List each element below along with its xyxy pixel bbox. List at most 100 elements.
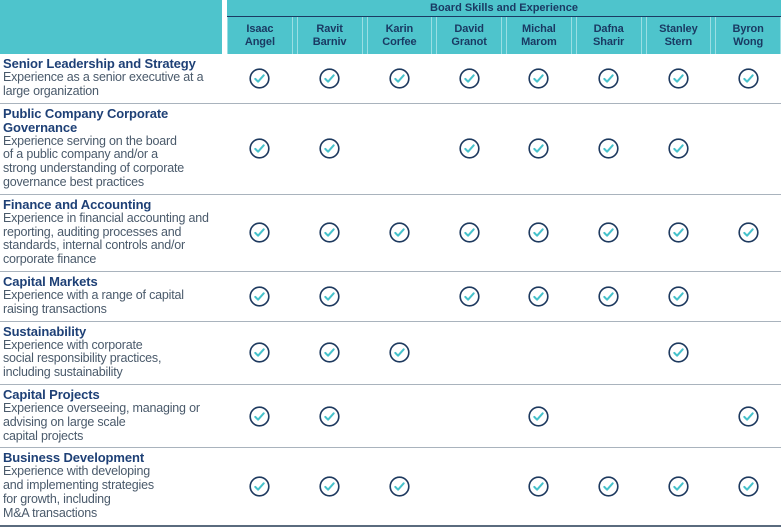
- check-cell: [436, 67, 502, 90]
- member-name-header: David Granot: [436, 17, 502, 54]
- skill-description: Experience in financial accounting and r…: [3, 210, 209, 267]
- row-check-cells: [227, 104, 781, 194]
- check-circle-icon: [319, 68, 340, 89]
- skill-title: Capital Markets: [3, 273, 98, 289]
- header-corner-cell: [0, 0, 222, 54]
- check-cell: [646, 137, 712, 160]
- check-cell: [297, 285, 363, 308]
- check-cell: [646, 285, 712, 308]
- row-label: Capital Markets Experience with a range …: [0, 272, 222, 321]
- check-circle-icon: [528, 68, 549, 89]
- table-row: Capital Projects Experience overseeing, …: [0, 385, 781, 449]
- check-circle-icon: [319, 476, 340, 497]
- row-check-cells: [227, 54, 781, 103]
- check-circle-icon: [249, 406, 270, 427]
- check-circle-icon: [389, 342, 410, 363]
- table-body: Senior Leadership and Strategy Experienc…: [0, 54, 781, 527]
- check-circle-icon: [738, 222, 759, 243]
- check-circle-icon: [389, 476, 410, 497]
- check-cell: [715, 405, 781, 428]
- check-circle-icon: [598, 222, 619, 243]
- skill-description: Experience serving on the board of a pub…: [3, 133, 185, 189]
- check-circle-icon: [249, 138, 270, 159]
- check-cell: [227, 67, 293, 90]
- row-label: Senior Leadership and Strategy Experienc…: [0, 54, 222, 103]
- check-circle-icon: [738, 476, 759, 497]
- check-cell: [227, 137, 293, 160]
- row-label: Public Company Corporate Governance Expe…: [0, 104, 222, 194]
- check-circle-icon: [389, 68, 410, 89]
- table-row: Capital Markets Experience with a range …: [0, 272, 781, 322]
- row-check-cells: [227, 195, 781, 271]
- check-cell: [576, 475, 642, 498]
- check-cell: [367, 221, 433, 244]
- check-cell: [297, 405, 363, 428]
- header-gap: [222, 0, 227, 54]
- check-circle-icon: [249, 68, 270, 89]
- check-cell: [506, 137, 572, 160]
- skill-description: Experience with developing and implement…: [3, 464, 154, 520]
- row-label: Business Development Experience with dev…: [0, 448, 222, 524]
- check-circle-icon: [668, 222, 689, 243]
- check-circle-icon: [738, 68, 759, 89]
- row-label: Finance and Accounting Experience in fin…: [0, 195, 222, 271]
- member-name-header: Byron Wong: [715, 17, 781, 54]
- member-name-header: Isaac Angel: [227, 17, 293, 54]
- check-cell: [436, 285, 502, 308]
- member-name-header: Michal Marom: [506, 17, 572, 54]
- check-circle-icon: [319, 286, 340, 307]
- skill-title: Finance and Accounting: [3, 196, 152, 212]
- skill-description: Experience as a senior executive at a la…: [3, 70, 204, 98]
- skill-title: Business Development: [3, 450, 145, 466]
- skill-description: Experience overseeing, managing or advis…: [3, 400, 200, 443]
- skill-title: Capital Projects: [3, 386, 100, 402]
- check-cell: [297, 137, 363, 160]
- check-circle-icon: [459, 138, 480, 159]
- check-cell: [715, 475, 781, 498]
- member-name-header: Dafna Sharir: [575, 17, 642, 54]
- check-circle-icon: [249, 342, 270, 363]
- table-row: Public Company Corporate Governance Expe…: [0, 104, 781, 195]
- skill-description: Experience with corporate social respons…: [3, 337, 162, 380]
- check-circle-icon: [598, 68, 619, 89]
- check-cell: [506, 285, 572, 308]
- table-row: Business Development Experience with dev…: [0, 448, 781, 527]
- check-circle-icon: [249, 476, 270, 497]
- check-cell: [367, 67, 433, 90]
- check-cell: [576, 285, 642, 308]
- check-circle-icon: [249, 286, 270, 307]
- check-circle-icon: [389, 222, 410, 243]
- check-circle-icon: [598, 476, 619, 497]
- table-row: Finance and Accounting Experience in fin…: [0, 195, 781, 272]
- check-circle-icon: [668, 476, 689, 497]
- header-members-block: Board Skills and Experience Isaac Angel R…: [227, 0, 781, 54]
- check-circle-icon: [528, 138, 549, 159]
- check-cell: [646, 67, 712, 90]
- check-cell: [297, 221, 363, 244]
- check-cell: [715, 67, 781, 90]
- check-cell: [715, 221, 781, 244]
- check-cell: [227, 405, 293, 428]
- member-name-header: Ravit Barniv: [296, 17, 363, 54]
- row-check-cells: [227, 322, 781, 384]
- check-cell: [297, 67, 363, 90]
- check-cell: [576, 221, 642, 244]
- member-name-header: Karin Corfee: [366, 17, 433, 54]
- skill-title: Public Company Corporate Governance: [3, 105, 169, 135]
- table-header: Board Skills and Experience Isaac Angel R…: [0, 0, 781, 54]
- check-circle-icon: [528, 222, 549, 243]
- check-cell: [436, 221, 502, 244]
- row-label: Sustainability Experience with corporate…: [0, 322, 222, 384]
- check-cell: [506, 221, 572, 244]
- row-check-cells: [227, 448, 781, 524]
- skill-title: Sustainability: [3, 323, 87, 339]
- check-cell: [506, 67, 572, 90]
- check-circle-icon: [249, 222, 270, 243]
- check-circle-icon: [528, 406, 549, 427]
- table-row: Sustainability Experience with corporate…: [0, 322, 781, 385]
- check-cell: [576, 137, 642, 160]
- check-circle-icon: [459, 286, 480, 307]
- skill-title: Senior Leadership and Strategy: [3, 56, 196, 71]
- check-cell: [646, 341, 712, 364]
